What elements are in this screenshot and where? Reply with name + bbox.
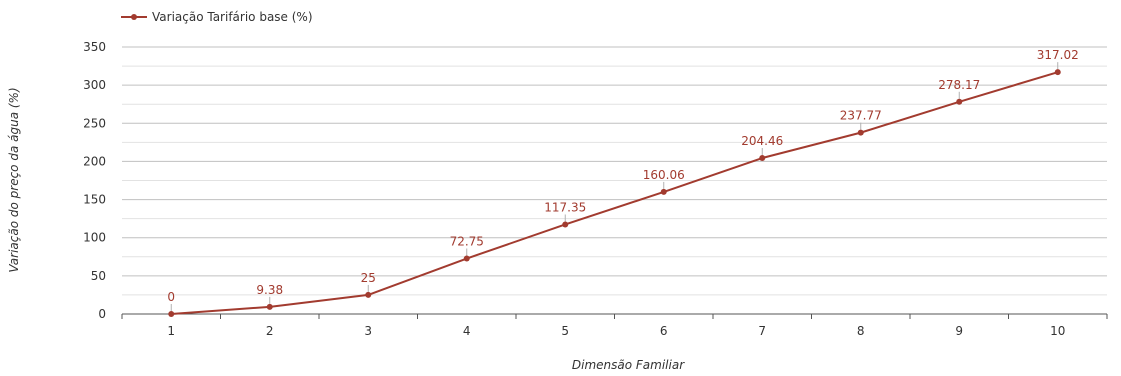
data-point xyxy=(562,221,569,228)
x-tick-label: 3 xyxy=(364,324,372,338)
data-label: 0 xyxy=(167,290,175,304)
x-axis-title: Dimensão Familiar xyxy=(572,358,685,372)
data-point xyxy=(1054,69,1061,76)
data-label: 278.17 xyxy=(938,78,980,92)
y-tick-label: 150 xyxy=(83,193,106,207)
x-tick-label: 2 xyxy=(266,324,274,338)
data-point xyxy=(857,129,864,136)
series-line xyxy=(171,71,1059,315)
data-point xyxy=(660,188,667,195)
y-tick-label: 100 xyxy=(83,231,106,245)
data-label: 317.02 xyxy=(1037,48,1079,62)
data-label: 117.35 xyxy=(544,200,586,214)
data-label: 160.06 xyxy=(643,168,685,182)
y-tick-label: 0 xyxy=(98,307,106,321)
legend: Variação Tarifário base (%) xyxy=(121,10,313,24)
x-tick-label: 6 xyxy=(660,324,668,338)
data-label: 237.77 xyxy=(840,109,882,123)
y-tick-label: 200 xyxy=(83,154,106,168)
legend-label: Variação Tarifário base (%) xyxy=(152,10,313,24)
data-label: 25 xyxy=(361,271,376,285)
data-label: 72.75 xyxy=(450,235,484,249)
x-tick-label: 10 xyxy=(1050,324,1065,338)
y-tick-label: 350 xyxy=(83,40,106,54)
grid-lines xyxy=(122,46,1107,296)
data-label: 204.46 xyxy=(741,134,783,148)
y-axis-title: Variação do preço da água (%) xyxy=(7,87,21,272)
data-point xyxy=(168,311,175,317)
series-line-group: 0 9.38 25 72.75 117.35 160.06 204.46 237.77 278.… xyxy=(167,48,1079,317)
x-tick-label: 7 xyxy=(758,324,766,338)
x-tick-label: 9 xyxy=(955,324,963,338)
legend-marker xyxy=(131,14,137,20)
y-tick-label: 50 xyxy=(91,269,106,283)
x-tick-label: 4 xyxy=(463,324,471,338)
data-point xyxy=(759,155,766,162)
x-tick-label: 1 xyxy=(167,324,175,338)
y-axis-ticks: 0 50 100 150 200 250 300 350 xyxy=(83,40,106,321)
x-tick-label: 5 xyxy=(561,324,569,338)
data-point xyxy=(365,291,372,298)
data-label: 9.38 xyxy=(256,283,283,297)
data-point xyxy=(956,98,963,105)
y-tick-label: 300 xyxy=(83,78,106,92)
data-point xyxy=(266,303,273,310)
x-axis: 1 2 3 4 5 6 7 8 9 10 xyxy=(121,313,1108,338)
x-tick-label: 8 xyxy=(857,324,865,338)
y-tick-label: 250 xyxy=(83,116,106,130)
data-point xyxy=(463,255,470,262)
